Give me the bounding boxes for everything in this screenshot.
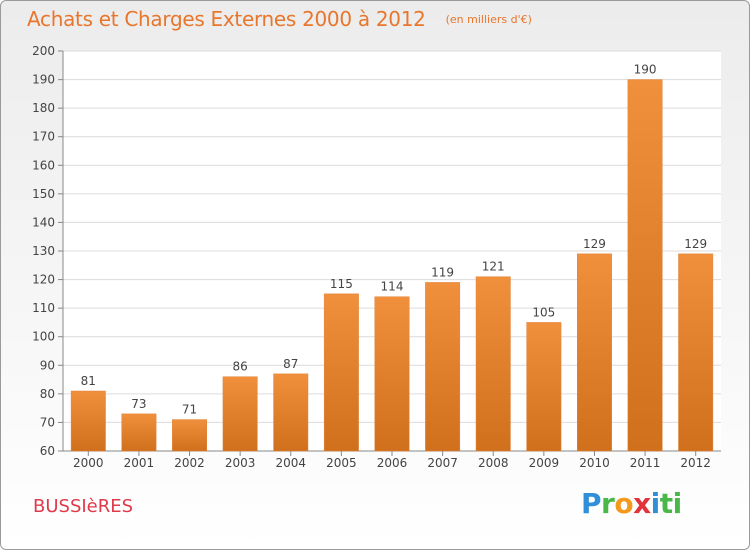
x-tick-label: 2005 [326,456,357,470]
x-tick-label: 2012 [680,456,711,470]
y-tick-label: 150 [32,187,55,201]
x-tick-label: 2010 [579,456,610,470]
y-tick-label: 140 [32,215,55,229]
y-tick-label: 80 [40,387,55,401]
y-tick-label: 200 [32,44,55,58]
logo-letter: r [601,487,615,520]
proxiti-logo: Proxiti [581,487,682,520]
logo-letter: ti [659,487,682,520]
bar [323,293,359,452]
y-tick-label: 90 [40,358,55,372]
data-label: 190 [634,63,657,77]
y-tick-label: 70 [40,415,55,429]
y-tick-label: 160 [32,158,55,172]
logo-letter: x [633,487,651,520]
data-label: 71 [182,403,197,417]
bar [70,390,106,452]
data-label: 87 [283,357,298,371]
data-label: 105 [532,305,555,319]
y-tick-label: 180 [32,101,55,115]
y-tick-label: 170 [32,130,55,144]
data-label: 119 [431,265,454,279]
y-tick-label: 120 [32,273,55,287]
logo-letter: P [581,487,602,520]
data-label: 81 [81,374,96,388]
x-tick-label: 2002 [174,456,205,470]
x-tick-label: 2006 [377,456,408,470]
y-tick-label: 130 [32,244,55,258]
chart-title: Achats et Charges Externes 2000 à 2012 (… [27,7,532,31]
bar [627,79,663,452]
data-label: 73 [131,397,146,411]
bar [526,322,562,452]
data-label: 86 [233,360,248,374]
bar [678,253,714,452]
bar [172,419,207,452]
bar [577,253,612,452]
bar [374,296,410,452]
data-label: 115 [330,277,353,291]
x-tick-label: 2009 [529,456,560,470]
x-tick-label: 2003 [225,456,256,470]
y-tick-label: 100 [32,330,55,344]
x-tick-label: 2004 [275,456,306,470]
bar [222,376,258,452]
data-label: 114 [381,280,404,294]
bar [273,373,309,452]
x-tick-label: 2008 [478,456,509,470]
y-tick-label: 190 [32,73,55,87]
bar [121,413,157,452]
x-tick-label: 2000 [73,456,104,470]
y-tick-label: 60 [40,444,55,458]
chart-unit: (en milliers d'€) [445,13,532,26]
bar [475,276,511,452]
logo-letter: i [650,487,661,520]
chart-title-text: Achats et Charges Externes 2000 à 2012 [27,7,426,31]
x-tick-label: 2007 [427,456,458,470]
data-label: 129 [684,237,707,251]
logo-letter: o [614,487,634,520]
data-label: 121 [482,260,505,274]
x-tick-label: 2001 [124,456,155,470]
bar [425,282,461,452]
x-tick-label: 2011 [630,456,661,470]
y-tick-label: 110 [32,301,55,315]
commune-name: BUSSIèRES [33,496,134,517]
data-label: 129 [583,237,606,251]
